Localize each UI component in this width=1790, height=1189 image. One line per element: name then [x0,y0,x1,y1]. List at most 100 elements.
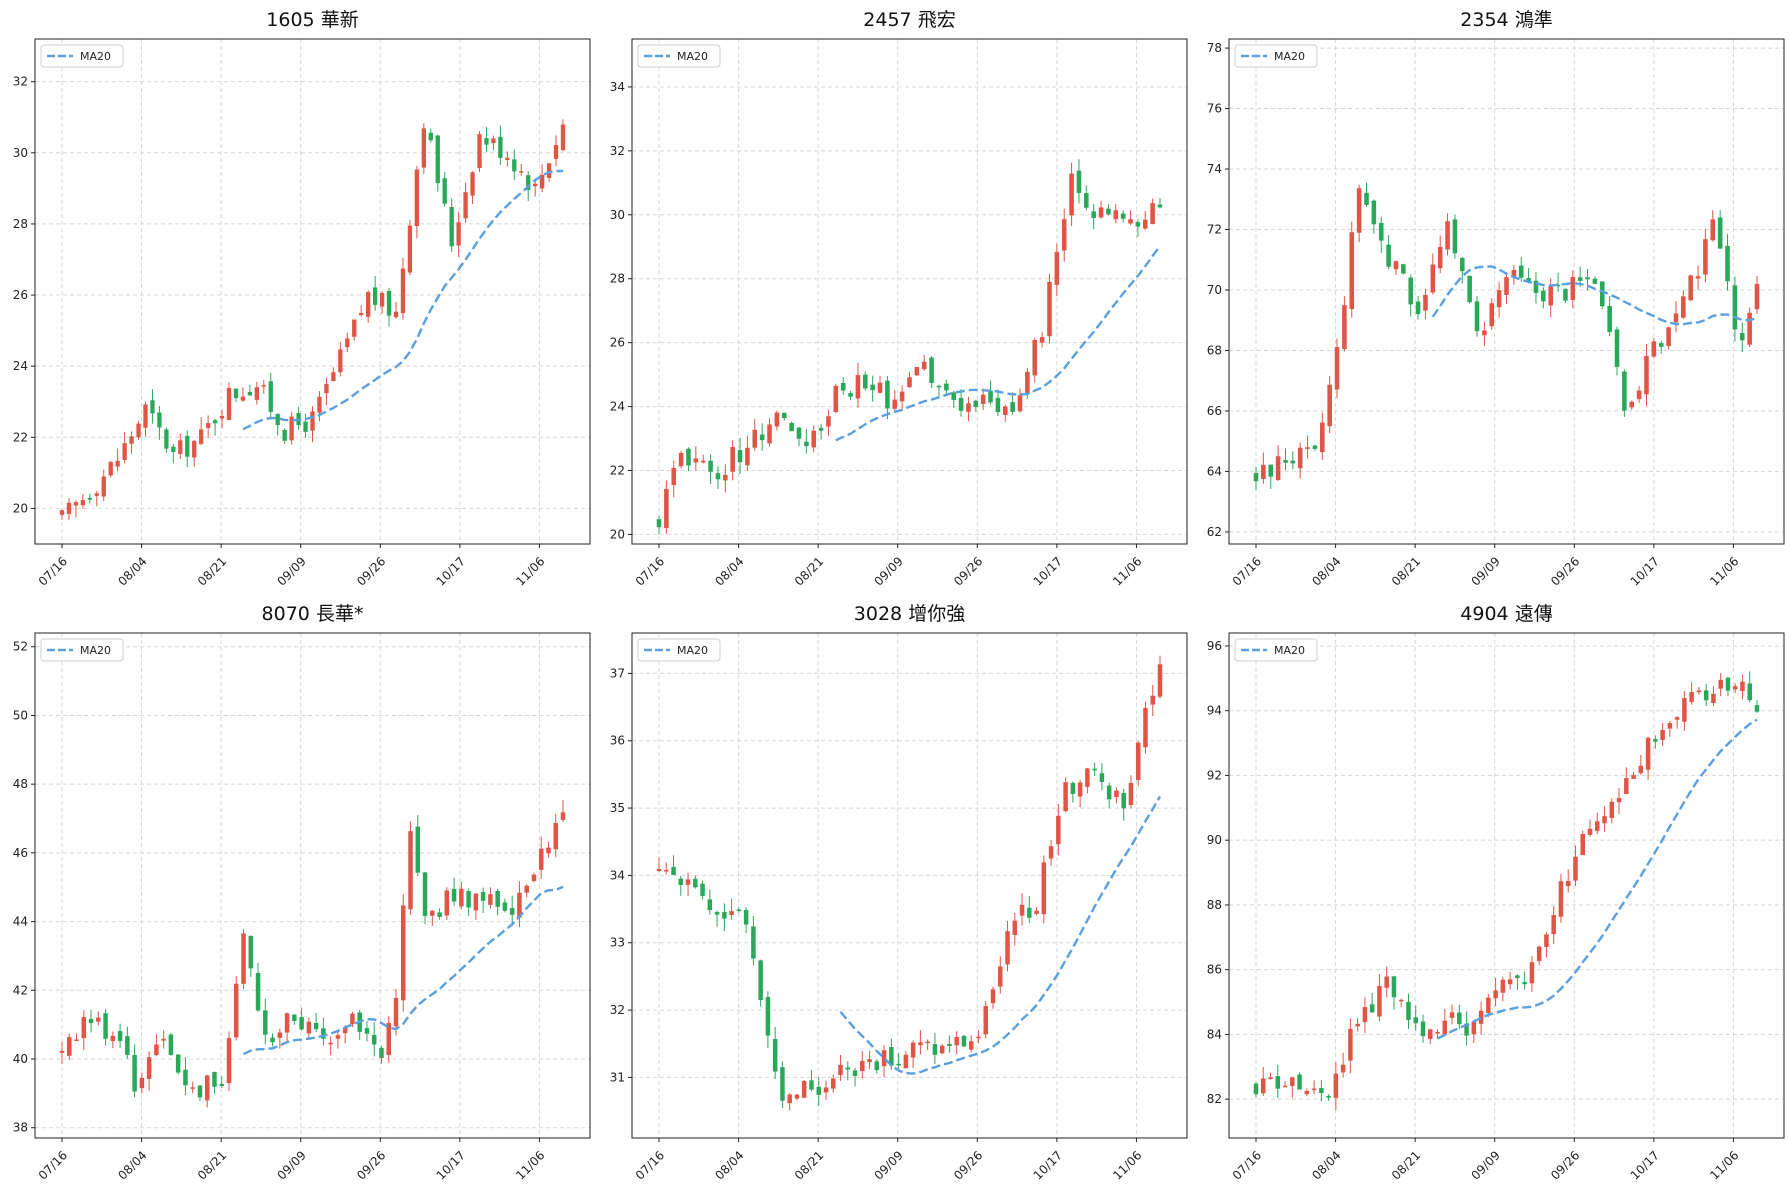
y-tick-label: 50 [13,708,28,722]
candle-body [1504,277,1509,295]
candle-body [708,460,713,472]
chart-svg: 2354 鴻準 62 64 66 68 70 72 74 76 78 07/16 08/04 08/21… [1207,9,1785,589]
candle-body [233,388,239,399]
ma20-line [1431,265,1758,326]
x-tick-label: 07/16 [1230,1148,1264,1182]
x-tick-label: 11/06 [1110,554,1144,588]
candle-body [1085,768,1090,787]
candle-body [1406,1001,1411,1020]
candle-body [656,869,662,871]
candle-body [929,357,934,383]
candle-body [517,892,522,918]
candle-body [241,933,246,984]
candle-body [150,400,155,414]
candle-body [80,500,86,506]
candle-body [178,440,183,454]
candle-body [240,396,246,401]
candle-body [415,826,421,873]
candle-body [533,183,538,187]
candle-body [1084,193,1089,208]
candle-body [546,847,551,854]
candle-body [164,429,169,449]
candle-body [980,394,986,405]
candle-body [1493,990,1498,999]
chart-svg: 2457 飛宏 20 22 24 26 28 30 32 34 07/16 08/04 08/21 09… [610,9,1188,589]
ma20-line [242,885,564,1056]
plot-frame [34,38,591,545]
candle-body [707,899,713,911]
candle-body [342,1027,348,1034]
candle-body [428,132,433,141]
candle-body [146,1057,152,1079]
candle-body [939,1045,945,1054]
candle-body [175,1054,181,1073]
y-tick-label: 31 [610,1070,625,1084]
candle-body [185,435,190,457]
x-tick-label: 08/04 [712,554,746,588]
candle-body [1688,275,1693,301]
candle-body [801,1081,807,1098]
candle-body [714,912,720,915]
candle-body [509,908,515,915]
candle-body [1061,219,1067,251]
candle-body [1157,664,1163,697]
x-tick-label: 07/16 [1230,554,1264,588]
y-tick-label: 33 [610,936,625,950]
candle-body [248,935,254,969]
candle-body [125,1036,130,1055]
candle-body [1616,797,1622,803]
candle-body [1039,337,1045,343]
candle-body [983,1006,988,1035]
candle-body [1622,371,1627,411]
candle-body [282,429,287,441]
candle-body [1056,815,1061,845]
chart-svg: 4904 遠傳 82 84 86 88 90 92 94 96 07/16 08/04 08/21 09… [1207,603,1785,1183]
candle-body [226,387,232,421]
candle-body [811,430,817,448]
legend-label: MA20 [1274,644,1305,657]
candle-body [470,172,475,196]
candle-body [1128,782,1134,805]
candle-body [1636,390,1642,399]
candle-body [498,136,503,158]
candle-body [1364,192,1369,205]
candle-body [263,1010,268,1035]
candle-body [925,1041,930,1044]
candle-body [1054,252,1060,285]
legend-label: MA20 [677,644,708,657]
candle-body [774,412,780,427]
candle-body [335,1035,341,1039]
candle-body [1005,931,1010,965]
candle-body [995,397,1001,413]
candle-body [422,872,428,916]
y-tick-label: 68 [1207,343,1222,357]
candle-body [400,268,406,314]
plot-frame [631,632,1188,1139]
candle-body [1275,1076,1281,1089]
candle-body [136,423,141,438]
y-tick-label: 20 [610,527,625,541]
candle-body [553,144,559,159]
candle-body [1420,1021,1426,1037]
candle-body [1012,920,1018,935]
candle-body [1754,705,1760,712]
candle-body [430,910,435,916]
candle-body [921,361,927,370]
candle-body [1515,975,1520,978]
y-tick-label: 40 [13,1052,28,1066]
x-tick-label: 07/16 [36,554,70,588]
candle-body [1297,447,1303,469]
y-tick-label: 94 [1207,704,1222,718]
candle-body [1253,1083,1259,1095]
x-tick-label: 08/21 [792,1148,826,1182]
candle-body [212,1072,217,1087]
y-tick-label: 72 [1207,223,1222,237]
candle-body [765,997,771,1036]
candle-body [664,869,669,872]
candle-body [1377,986,1382,1017]
candle-body [531,874,537,882]
candle-body [1717,217,1723,249]
candle-body [1333,1073,1339,1098]
y-tick-label: 92 [1207,768,1222,782]
x-tick-label: 10/17 [1628,1148,1662,1182]
